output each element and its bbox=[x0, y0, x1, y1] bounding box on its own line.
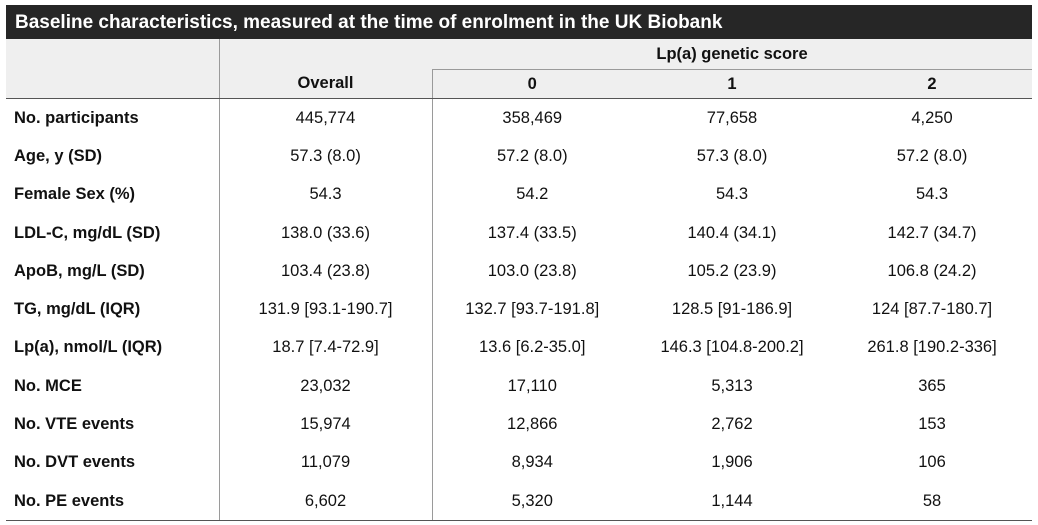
cell-score-2: 124 [87.7-180.7] bbox=[871, 300, 993, 319]
baseline-table-figure: Baseline characteristics, measured at th… bbox=[6, 5, 1033, 522]
cell-score-1: 140.4 (34.1) bbox=[687, 223, 777, 242]
cell-score-2: 106 bbox=[918, 453, 946, 472]
table-row: No. participants 445,774 358,469 77,658 4,25… bbox=[6, 98, 1032, 138]
cell-overall: 23,032 bbox=[219, 367, 433, 406]
cell-score-0: 57.2 (8.0) bbox=[496, 146, 568, 165]
cell-score-0: 5,320 bbox=[432, 481, 632, 522]
cell-overall: 131.9 [93.1-190.7] bbox=[219, 290, 433, 329]
table-row: No. DVT events 11,079 8,934 1,906 106 bbox=[6, 443, 1032, 482]
table-row: LDL-C, mg/dL (SD) 138.0 (33.6) 137.4 (33.5… bbox=[6, 213, 1032, 253]
row-label: No. participants bbox=[6, 98, 220, 138]
cell-score-1: 1,906 bbox=[711, 453, 753, 472]
header-blank-overall bbox=[219, 39, 432, 70]
cell-score-2: 153 bbox=[918, 415, 946, 434]
cell-overall: 57.3 (8.0) bbox=[219, 137, 433, 176]
table-row: Lp(a), nmol/L (IQR) 18.7 [7.4-72.9] 13.6 [… bbox=[6, 328, 1032, 368]
column-header-score-0: 0 bbox=[432, 69, 632, 99]
cell-score-1: 128.5 [91-186.9] bbox=[671, 300, 793, 319]
row-label: No. DVT events bbox=[6, 443, 220, 482]
cell-score-1: 77,658 bbox=[706, 108, 758, 127]
table-row: No. MCE 23,032 17,110 5,313 365 bbox=[6, 367, 1032, 406]
header-blank-cell bbox=[6, 39, 220, 70]
group-header-genetic-score: Lp(a) genetic score bbox=[432, 39, 1033, 70]
table-row: TG, mg/dL (IQR) 131.9 [93.1-190.7] 132.7 [… bbox=[6, 290, 1032, 329]
table-row: No. VTE events 15,974 12,866 2,762 153 bbox=[6, 405, 1032, 444]
cell-score-0: 54.2 bbox=[516, 185, 549, 204]
row-label: LDL-C, mg/dL (SD) bbox=[6, 213, 220, 253]
header-column-row: Overall 0 1 2 bbox=[6, 69, 1033, 99]
cell-score-0: 8,934 bbox=[511, 453, 553, 472]
column-header-score-1: 1 bbox=[632, 69, 832, 99]
table-row: Female Sex (%) 54.3 54.2 54.3 54.3 bbox=[6, 175, 1032, 214]
row-label: No. MCE bbox=[6, 367, 220, 406]
cell-score-2: 57.2 (8.0) bbox=[896, 146, 968, 165]
row-label: Female Sex (%) bbox=[6, 175, 220, 214]
row-label: No. PE events bbox=[6, 481, 220, 522]
baseline-table: Lp(a) genetic score Overall 0 1 2 No. pa… bbox=[6, 39, 1033, 522]
table-row: No. PE events 6,602 5,320 1,144 58 bbox=[6, 481, 1033, 522]
cell-overall: 445,774 bbox=[219, 98, 433, 138]
row-label: Lp(a), nmol/L (IQR) bbox=[6, 328, 220, 368]
row-label: ApoB, mg/L (SD) bbox=[6, 252, 220, 291]
cell-score-0: 132.7 [93.7-191.8] bbox=[465, 300, 600, 319]
header-label-column bbox=[6, 69, 220, 99]
cell-overall: 6,602 bbox=[219, 481, 433, 522]
cell-score-2: 365 bbox=[918, 376, 946, 395]
cell-overall: 54.3 bbox=[219, 175, 433, 214]
cell-score-0: 358,469 bbox=[502, 108, 563, 127]
header-group-row: Lp(a) genetic score bbox=[6, 39, 1033, 70]
cell-score-1: 57.3 (8.0) bbox=[696, 146, 768, 165]
cell-score-2: 54.3 bbox=[915, 185, 949, 204]
cell-score-2: 58 bbox=[832, 481, 1033, 522]
column-header-overall: Overall bbox=[219, 69, 433, 99]
cell-score-0: 12,866 bbox=[507, 415, 558, 434]
cell-score-1: 54.3 bbox=[715, 185, 749, 204]
cell-score-2: 142.7 (34.7) bbox=[887, 223, 977, 242]
cell-overall: 103.4 (23.8) bbox=[219, 252, 433, 291]
cell-score-1: 5,313 bbox=[711, 376, 753, 395]
cell-overall: 18.7 [7.4-72.9] bbox=[219, 328, 433, 368]
cell-score-0: 137.4 (33.5) bbox=[487, 223, 577, 242]
row-label: No. VTE events bbox=[6, 405, 220, 444]
table-row: ApoB, mg/L (SD) 103.4 (23.8) 103.0 (23.8) 1… bbox=[6, 252, 1032, 291]
row-label: Age, y (SD) bbox=[6, 137, 220, 176]
cell-score-0: 13.6 [6.2-35.0] bbox=[479, 338, 586, 357]
cell-score-1: 2,762 bbox=[711, 415, 753, 434]
cell-score-1: 105.2 (23.9) bbox=[687, 261, 777, 280]
cell-score-1: 1,144 bbox=[632, 481, 832, 522]
row-label: TG, mg/dL (IQR) bbox=[6, 290, 220, 329]
table-row: Age, y (SD) 57.3 (8.0) 57.2 (8.0) 57.3 (8.0… bbox=[6, 137, 1032, 176]
table-header: Lp(a) genetic score Overall 0 1 2 bbox=[6, 39, 1033, 99]
cell-score-2: 261.8 [190.2-336] bbox=[867, 338, 997, 357]
column-header-score-2: 2 bbox=[832, 69, 1033, 99]
cell-score-2: 106.8 (24.2) bbox=[887, 261, 977, 280]
cell-score-0: 103.0 (23.8) bbox=[487, 261, 577, 280]
table-title: Baseline characteristics, measured at th… bbox=[6, 5, 1032, 39]
cell-overall: 138.0 (33.6) bbox=[219, 213, 433, 253]
table-body: No. participants 445,774 358,469 77,658 4,25… bbox=[6, 98, 1033, 522]
cell-score-2: 4,250 bbox=[911, 108, 953, 127]
cell-overall: 11,079 bbox=[219, 443, 433, 482]
cell-overall: 15,974 bbox=[219, 405, 433, 444]
cell-score-1: 146.3 [104.8-200.2] bbox=[660, 338, 804, 357]
cell-score-0: 17,110 bbox=[507, 376, 557, 395]
